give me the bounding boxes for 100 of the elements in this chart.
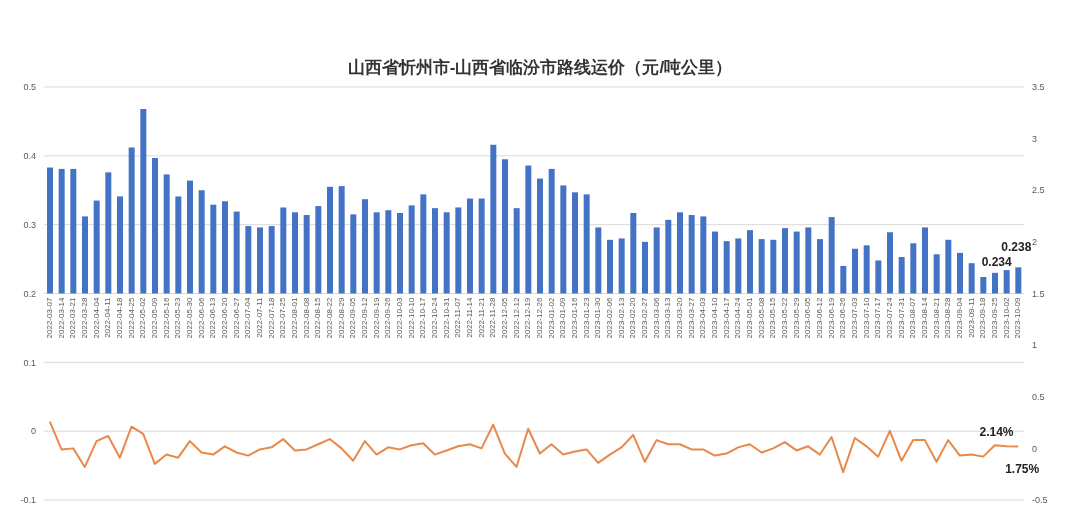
- x-tick-label: 2022-10-17: [418, 296, 428, 339]
- y2-tick-label: -0.5: [1032, 495, 1048, 506]
- x-tick-label: 2023-05-15: [768, 296, 778, 339]
- bar: [292, 212, 298, 294]
- x-tick-label: 2022-03-21: [68, 296, 78, 339]
- x-tick-label: 2022-11-07: [453, 296, 463, 338]
- bar: [175, 196, 182, 294]
- x-tick-label: 2023-05-29: [791, 296, 801, 339]
- bar: [618, 238, 625, 294]
- x-tick-label: 2023-01-16: [569, 296, 579, 339]
- bar: [548, 168, 555, 294]
- x-tick-label: 2023-02-20: [628, 296, 638, 339]
- bar: [338, 186, 345, 294]
- x-tick-label: 2023-08-14: [919, 296, 929, 339]
- bar: [945, 239, 952, 294]
- bar: [58, 168, 65, 294]
- x-tick-label: 2023-08-07: [908, 296, 918, 339]
- x-tick-label: 2023-07-03: [849, 296, 859, 339]
- x-tick-label: 2023-04-10: [709, 296, 719, 339]
- data-label: 1.75%: [1005, 461, 1040, 476]
- y-tick-label: 0.4: [23, 151, 36, 162]
- bar: [980, 276, 987, 294]
- x-tick-label: 2022-03-07: [44, 296, 54, 339]
- y-tick-label: 0.5: [23, 82, 36, 93]
- x-tick-label: 2022-05-09: [149, 296, 159, 339]
- bar: [933, 254, 940, 294]
- x-tick-label: 2022-06-13: [208, 296, 218, 339]
- x-tick-label: 2023-02-13: [616, 296, 626, 339]
- x-tick-label: 2023-09-18: [978, 296, 988, 339]
- y2-tick-label: 1.5: [1032, 288, 1045, 299]
- bar: [630, 212, 637, 294]
- bar: [327, 186, 333, 294]
- y2-tick-label: 0: [1032, 443, 1038, 454]
- bar: [443, 212, 450, 294]
- bar: [70, 168, 77, 294]
- x-tick-label: 2022-04-25: [126, 296, 136, 339]
- y2-tick-label: 0.5: [1032, 391, 1045, 402]
- x-tick-label: 2022-12-05: [499, 296, 509, 339]
- chart-title: 山西省忻州市-山西省临汾市路线运价（元/吨公里）: [346, 57, 734, 79]
- bar: [910, 243, 917, 294]
- bar: [233, 211, 240, 294]
- x-tick-label: 2023-07-17: [873, 296, 883, 339]
- bar: [735, 238, 742, 294]
- bar: [315, 206, 322, 294]
- x-tick-label: 2022-08-22: [324, 296, 334, 339]
- x-tick-label: 2023-03-06: [651, 296, 661, 339]
- bar: [723, 241, 730, 294]
- bar: [303, 215, 310, 294]
- data-label: 2.14%: [979, 425, 1014, 440]
- x-tick-label: 2023-06-12: [814, 296, 824, 339]
- x-tick-label: 2022-04-04: [91, 296, 101, 339]
- bar: [525, 165, 532, 294]
- x-tick-label: 2022-11-28: [488, 296, 498, 338]
- x-tick-label: 2022-10-03: [394, 296, 404, 339]
- x-tick-label: 2023-08-21: [931, 296, 941, 339]
- x-tick-label: 2022-05-23: [173, 296, 183, 339]
- x-tick-label: 2022-09-19: [371, 296, 381, 339]
- y-tick-label: -0.1: [20, 495, 36, 506]
- bar: [397, 212, 403, 294]
- bar: [210, 204, 217, 294]
- bar: [898, 257, 905, 294]
- bar: [257, 227, 263, 294]
- x-tick-label: 2022-07-04: [243, 296, 253, 339]
- x-tick-label: 2023-07-10: [861, 296, 871, 339]
- x-tick-label: 2023-06-26: [838, 296, 848, 339]
- x-tick-label: 2022-11-14: [464, 296, 474, 338]
- x-tick-label: 2022-04-11: [103, 296, 113, 338]
- bar: [805, 227, 812, 294]
- x-tick-label: 2023-04-17: [721, 296, 731, 339]
- x-tick-label: 2022-05-30: [184, 296, 194, 339]
- bar: [642, 241, 648, 294]
- bar: [607, 239, 613, 294]
- bar: [922, 227, 928, 294]
- x-tick-label: 2023-05-22: [779, 296, 789, 339]
- x-tick-label: 2022-07-18: [266, 296, 276, 339]
- x-tick-label: 2023-04-24: [733, 296, 743, 339]
- bar: [432, 208, 438, 294]
- x-tick-label: 2022-03-28: [79, 296, 89, 339]
- x-tick-label: 2022-12-26: [534, 296, 544, 339]
- bar: [152, 157, 158, 294]
- bar: [47, 167, 53, 294]
- y2-tick-label: 2.5: [1032, 185, 1045, 196]
- bar: [467, 198, 473, 294]
- y2-tick-label: 1: [1032, 340, 1038, 351]
- x-tick-label: 2022-06-20: [219, 296, 229, 339]
- x-tick-label: 2022-08-29: [336, 296, 346, 339]
- x-tick-label: 2022-06-27: [231, 296, 241, 339]
- x-tick-label: 2023-07-24: [884, 296, 894, 339]
- bar: [222, 201, 228, 294]
- bar: [93, 200, 100, 294]
- x-tick-label: 2023-01-02: [546, 296, 556, 339]
- bar: [385, 210, 392, 294]
- bar: [513, 208, 520, 294]
- bar: [362, 199, 368, 294]
- x-tick-label: 2022-09-26: [383, 296, 393, 339]
- bar: [758, 239, 765, 294]
- y-tick-label: 0: [30, 426, 36, 437]
- bar: [198, 190, 205, 294]
- bar: [140, 109, 147, 294]
- data-label: 0.238: [1001, 240, 1032, 255]
